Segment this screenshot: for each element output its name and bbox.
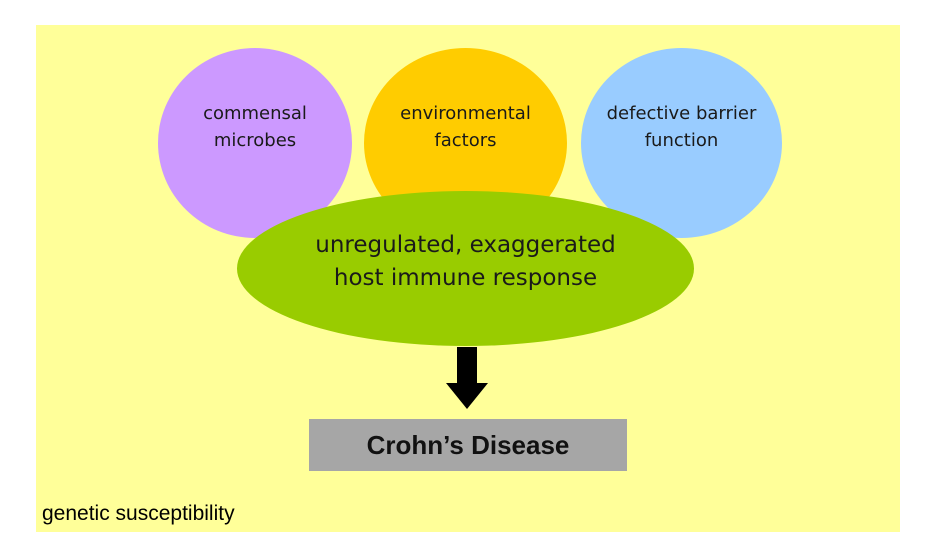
environmental-factors-label-line1: environmental: [400, 103, 531, 124]
immune-response-label-line1: unregulated, exaggerated: [315, 231, 616, 258]
immune-response-ellipse: unregulated, exaggerated host immune res…: [237, 191, 694, 346]
commensal-microbes-circle: commensal microbes: [158, 48, 352, 238]
defective-barrier-circle: defective barrier function: [581, 48, 782, 238]
defective-barrier-label-line1: defective barrier: [606, 103, 757, 124]
defective-barrier-label-line2: function: [644, 130, 719, 151]
commensal-microbes-label-line1: commensal: [203, 103, 307, 124]
genetic-susceptibility-label: genetic susceptibility: [42, 502, 235, 525]
down-arrow-icon: [446, 347, 488, 409]
crohns-disease-box: Crohn’s Disease: [309, 419, 627, 471]
crohns-disease-label: Crohn’s Disease: [366, 429, 570, 460]
immune-response-label-line2: host immune response: [333, 264, 598, 291]
commensal-microbes-label-line2: microbes: [213, 130, 297, 151]
environmental-factors-label-line2: factors: [434, 130, 497, 151]
